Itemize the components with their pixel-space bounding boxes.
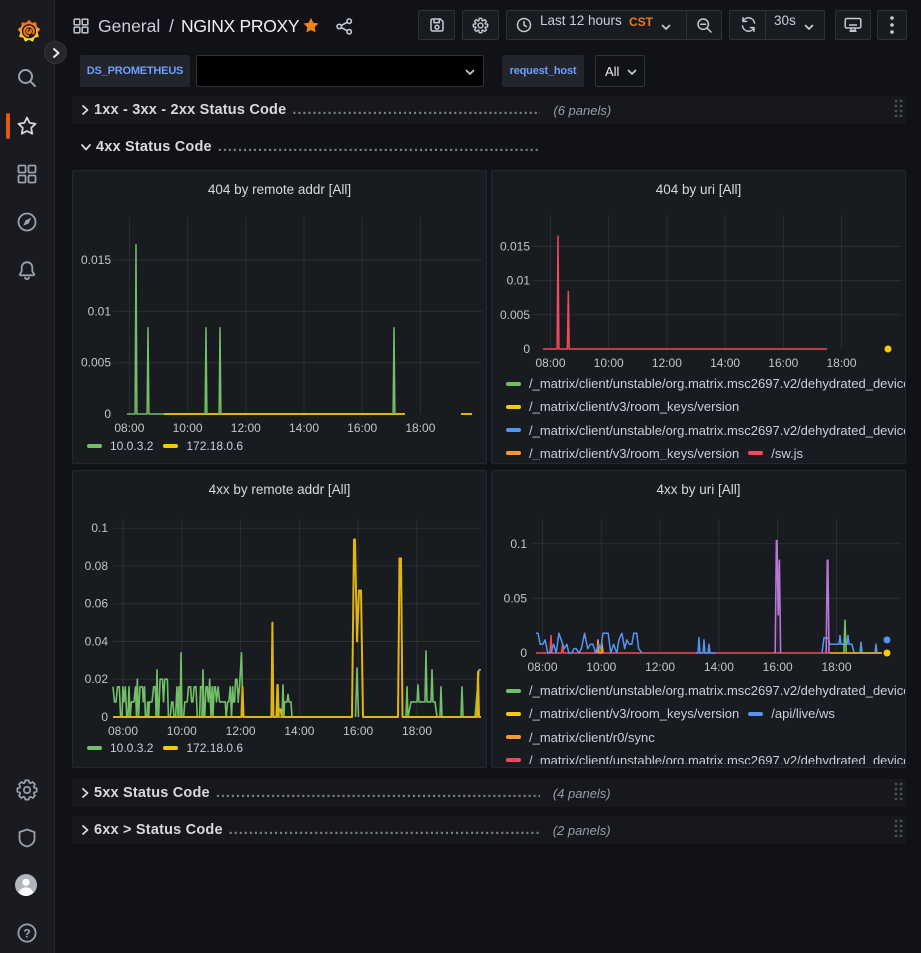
svg-text:16:00: 16:00 bbox=[768, 356, 798, 370]
svg-text:0.05: 0.05 bbox=[504, 591, 528, 605]
svg-text:14:00: 14:00 bbox=[284, 724, 314, 738]
svg-text:0.015: 0.015 bbox=[81, 253, 111, 267]
svg-text:10:00: 10:00 bbox=[173, 421, 203, 435]
svg-text:0.08: 0.08 bbox=[85, 559, 109, 573]
svg-text:10:00: 10:00 bbox=[594, 356, 624, 370]
svg-text:08:00: 08:00 bbox=[527, 660, 557, 674]
svg-text:12:00: 12:00 bbox=[226, 724, 256, 738]
svg-text:?: ? bbox=[23, 926, 30, 940]
svg-text:12:00: 12:00 bbox=[652, 356, 682, 370]
svg-text:0.1: 0.1 bbox=[510, 537, 527, 551]
svg-text:16:00: 16:00 bbox=[347, 421, 377, 435]
svg-text:14:00: 14:00 bbox=[704, 660, 734, 674]
svg-text:18:00: 18:00 bbox=[826, 356, 856, 370]
svg-text:0.04: 0.04 bbox=[85, 634, 109, 648]
svg-text:0.1: 0.1 bbox=[91, 521, 108, 535]
svg-text:08:00: 08:00 bbox=[114, 421, 144, 435]
svg-text:0: 0 bbox=[523, 342, 530, 356]
svg-text:16:00: 16:00 bbox=[343, 724, 373, 738]
svg-text:0: 0 bbox=[520, 646, 527, 660]
svg-text:08:00: 08:00 bbox=[108, 724, 138, 738]
svg-text:0.015: 0.015 bbox=[500, 239, 530, 253]
svg-text:0.005: 0.005 bbox=[500, 308, 530, 322]
svg-text:16:00: 16:00 bbox=[763, 660, 793, 674]
svg-text:0.01: 0.01 bbox=[88, 304, 112, 318]
svg-text:14:00: 14:00 bbox=[710, 356, 740, 370]
svg-text:18:00: 18:00 bbox=[821, 660, 851, 674]
svg-text:0: 0 bbox=[101, 710, 108, 724]
svg-text:18:00: 18:00 bbox=[402, 724, 432, 738]
svg-text:08:00: 08:00 bbox=[535, 356, 565, 370]
svg-text:0: 0 bbox=[104, 407, 111, 421]
svg-text:0.005: 0.005 bbox=[81, 356, 111, 370]
svg-text:0.01: 0.01 bbox=[507, 274, 531, 288]
svg-text:0.06: 0.06 bbox=[85, 597, 109, 611]
svg-text:10:00: 10:00 bbox=[586, 660, 616, 674]
svg-text:18:00: 18:00 bbox=[405, 421, 435, 435]
svg-text:10:00: 10:00 bbox=[167, 724, 197, 738]
svg-text:0.02: 0.02 bbox=[85, 672, 109, 686]
svg-text:12:00: 12:00 bbox=[231, 421, 261, 435]
svg-text:12:00: 12:00 bbox=[645, 660, 675, 674]
svg-text:14:00: 14:00 bbox=[289, 421, 319, 435]
